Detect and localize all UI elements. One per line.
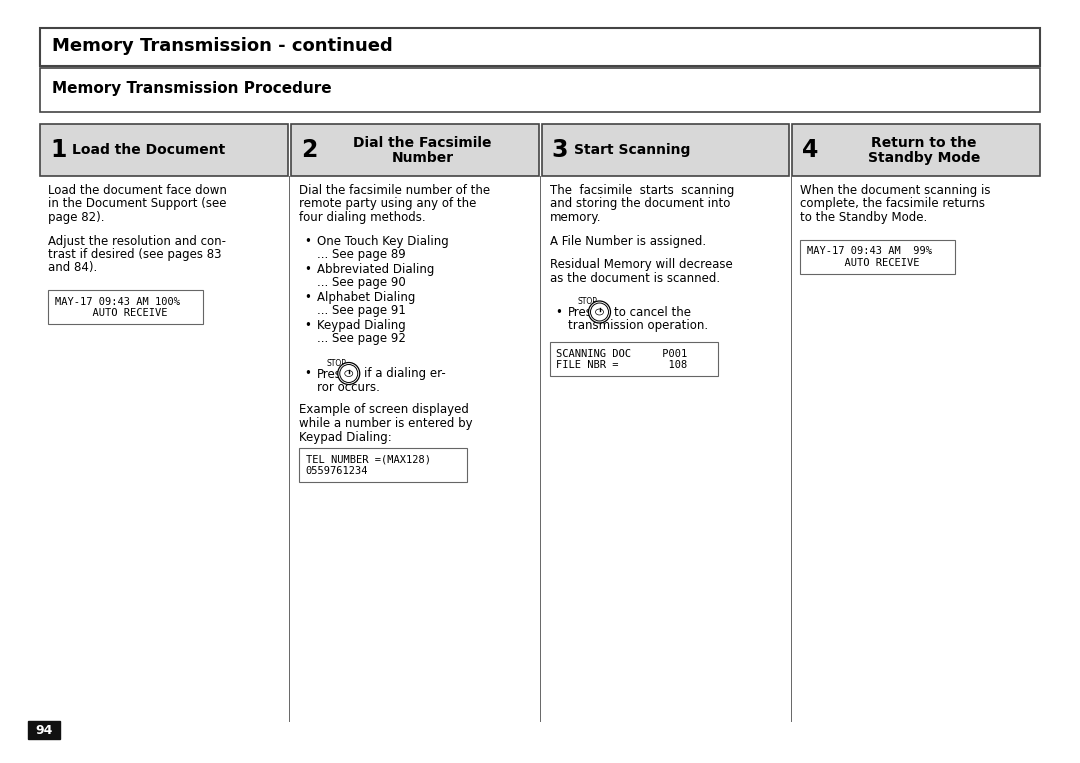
Bar [40, 124, 287, 176]
Text: •: • [305, 318, 312, 331]
Text: One Touch Key Dialing: One Touch Key Dialing [316, 234, 448, 247]
Text: Keypad Dialing:: Keypad Dialing: [299, 430, 391, 443]
Text: 2: 2 [300, 138, 318, 162]
Bar [48, 290, 203, 324]
Text: complete, the facsimile returns: complete, the facsimile returns [800, 198, 985, 211]
Text: page 82).: page 82). [48, 211, 105, 224]
Text: trast if desired (see pages 83: trast if desired (see pages 83 [48, 248, 221, 261]
Ellipse shape [345, 371, 353, 376]
Circle shape [338, 362, 360, 385]
Text: Example of screen displayed: Example of screen displayed [299, 404, 469, 417]
Text: •: • [305, 234, 312, 247]
Text: ror occurs.: ror occurs. [316, 381, 380, 394]
Text: The  facsimile  starts  scanning: The facsimile starts scanning [550, 184, 734, 197]
Text: STOP: STOP [578, 297, 597, 306]
Text: in the Document Support (see: in the Document Support (see [48, 198, 227, 211]
Text: ... See page 91: ... See page 91 [316, 304, 406, 317]
Text: transmission operation.: transmission operation. [567, 320, 707, 333]
Text: to cancel the: to cancel the [615, 306, 691, 319]
Bar [541, 124, 789, 176]
Text: while a number is entered by: while a number is entered by [299, 417, 472, 430]
Text: TEL NUMBER =(MAX128): TEL NUMBER =(MAX128) [306, 455, 431, 465]
Text: Dial the facsimile number of the: Dial the facsimile number of the [299, 184, 490, 197]
Ellipse shape [595, 309, 604, 315]
Text: ... See page 90: ... See page 90 [316, 276, 405, 289]
Text: MAY-17 09:43 AM 100%: MAY-17 09:43 AM 100% [55, 297, 180, 307]
Text: MAY-17 09:43 AM  99%: MAY-17 09:43 AM 99% [807, 246, 932, 256]
Text: •: • [305, 368, 312, 381]
Text: four dialing methods.: four dialing methods. [299, 211, 426, 224]
Bar [800, 240, 955, 273]
Text: •: • [555, 306, 563, 319]
Bar [40, 68, 1040, 112]
Text: Return to the: Return to the [872, 136, 977, 150]
Text: Memory Transmission - continued: Memory Transmission - continued [52, 37, 393, 55]
Text: FILE NBR =        108: FILE NBR = 108 [556, 360, 688, 371]
Text: Keypad Dialing: Keypad Dialing [316, 318, 405, 331]
Text: •: • [305, 262, 312, 275]
Circle shape [340, 365, 357, 382]
Text: Dial the Facsimile: Dial the Facsimile [353, 136, 491, 150]
Text: Memory Transmission Procedure: Memory Transmission Procedure [52, 82, 332, 96]
Text: if a dialing er-: if a dialing er- [364, 368, 446, 381]
Text: 4: 4 [802, 138, 819, 162]
Bar [550, 342, 717, 376]
Bar [299, 448, 467, 482]
Text: 0559761234: 0559761234 [306, 466, 368, 477]
Text: AUTO RECEIVE: AUTO RECEIVE [55, 308, 167, 318]
Text: Start Scanning: Start Scanning [573, 143, 690, 157]
Text: 94: 94 [36, 723, 53, 736]
Text: Load the Document: Load the Document [72, 143, 226, 157]
Text: remote party using any of the: remote party using any of the [299, 198, 476, 211]
Text: Alphabet Dialing: Alphabet Dialing [316, 291, 415, 304]
Text: memory.: memory. [550, 211, 600, 224]
Text: Abbreviated Dialing: Abbreviated Dialing [316, 262, 434, 275]
Text: STOP: STOP [327, 359, 347, 368]
Bar [291, 124, 539, 176]
Text: 1: 1 [50, 138, 66, 162]
Text: ... See page 89: ... See page 89 [316, 248, 405, 261]
Text: ... See page 92: ... See page 92 [316, 332, 406, 345]
Text: Residual Memory will decrease: Residual Memory will decrease [550, 258, 732, 271]
Text: Press: Press [567, 306, 598, 319]
Text: Press: Press [316, 368, 348, 381]
Text: as the document is scanned.: as the document is scanned. [550, 272, 719, 285]
Circle shape [589, 301, 610, 323]
Bar [793, 124, 1040, 176]
Text: and storing the document into: and storing the document into [550, 198, 730, 211]
Text: A File Number is assigned.: A File Number is assigned. [550, 234, 705, 247]
Text: SCANNING DOC     P001: SCANNING DOC P001 [556, 349, 688, 359]
Text: When the document scanning is: When the document scanning is [800, 184, 990, 197]
Text: Adjust the resolution and con-: Adjust the resolution and con- [48, 234, 226, 247]
Text: 3: 3 [552, 138, 568, 162]
Text: AUTO RECEIVE: AUTO RECEIVE [807, 258, 920, 268]
Text: Number: Number [392, 151, 454, 165]
Text: Standby Mode: Standby Mode [868, 151, 981, 165]
Bar [40, 28, 1040, 66]
Text: to the Standby Mode.: to the Standby Mode. [800, 211, 928, 224]
Bar [28, 721, 60, 739]
Circle shape [591, 303, 608, 321]
Text: and 84).: and 84). [48, 262, 97, 275]
Text: Load the document face down: Load the document face down [48, 184, 227, 197]
Text: •: • [305, 291, 312, 304]
